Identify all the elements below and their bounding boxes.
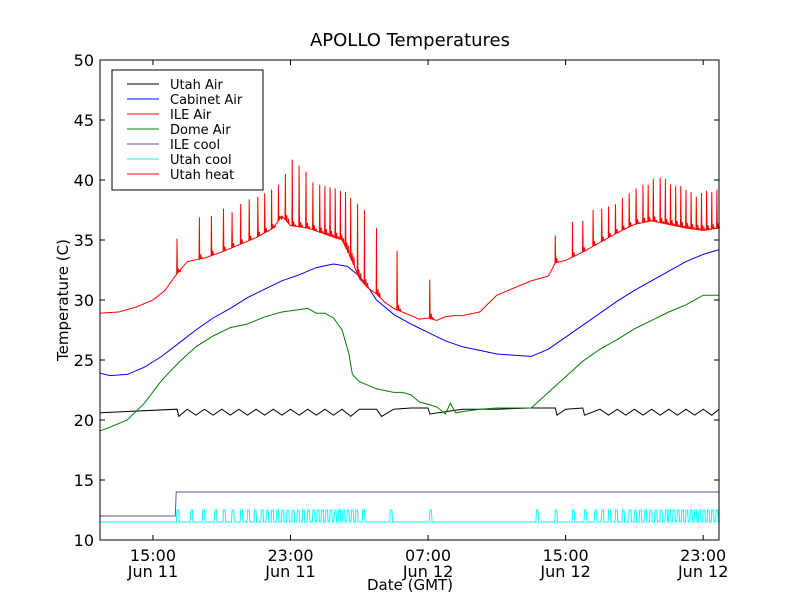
series-line-utah-cool [100, 509, 719, 523]
y-tick-label: 10 [74, 531, 94, 550]
x-tick-label-date: Jun 12 [539, 562, 590, 581]
y-axis: 10 15 20 25 30 35 40 45 50 [74, 51, 719, 550]
x-tick-label-date: Jun 11 [264, 562, 315, 581]
legend-label: Cabinet Air [170, 93, 243, 108]
x-tick-label-time: 23:00 [680, 546, 726, 565]
legend-label: Dome Air [170, 123, 231, 138]
x-tick-label-time: 23:00 [267, 546, 313, 565]
series-line-ile-cool [100, 491, 719, 517]
y-tick-label: 35 [74, 231, 94, 250]
legend-label: Utah heat [170, 168, 234, 183]
chart-title: APOLLO Temperatures [310, 30, 510, 51]
y-tick-label: 40 [74, 171, 94, 190]
y-tick-label: 20 [74, 411, 94, 430]
x-tick-label-time: 15:00 [130, 546, 176, 565]
x-axis-label: Date (GMT) [367, 576, 453, 594]
legend-label: Utah Air [170, 78, 223, 93]
x-tick-label-date: Jun 12 [677, 562, 728, 581]
legend-label: ILE Air [170, 108, 212, 123]
y-tick-label: 15 [74, 471, 94, 490]
y-tick-label: 45 [74, 111, 94, 130]
legend-frame [111, 69, 264, 191]
series-line-utah-heat [99, 159, 721, 321]
x-tick-label-date: Jun 12 [402, 562, 453, 581]
series-line-utah-air [99, 407, 720, 418]
y-axis-label: Temperature (C) [54, 239, 72, 362]
y-tick-label: 30 [74, 291, 94, 310]
series-line-dome-air [99, 294, 719, 432]
series-line-cabinet-air [99, 249, 720, 377]
legend-label: Utah cool [170, 153, 232, 168]
legend-label: ILE cool [170, 138, 220, 153]
x-tick-label-time: 15:00 [543, 546, 589, 565]
x-tick-label-date: Jun 11 [127, 562, 178, 581]
x-tick-label-time: 07:00 [405, 546, 451, 565]
y-tick-label: 50 [74, 51, 94, 70]
series-layer [99, 159, 721, 523]
y-tick-label: 25 [74, 351, 94, 370]
